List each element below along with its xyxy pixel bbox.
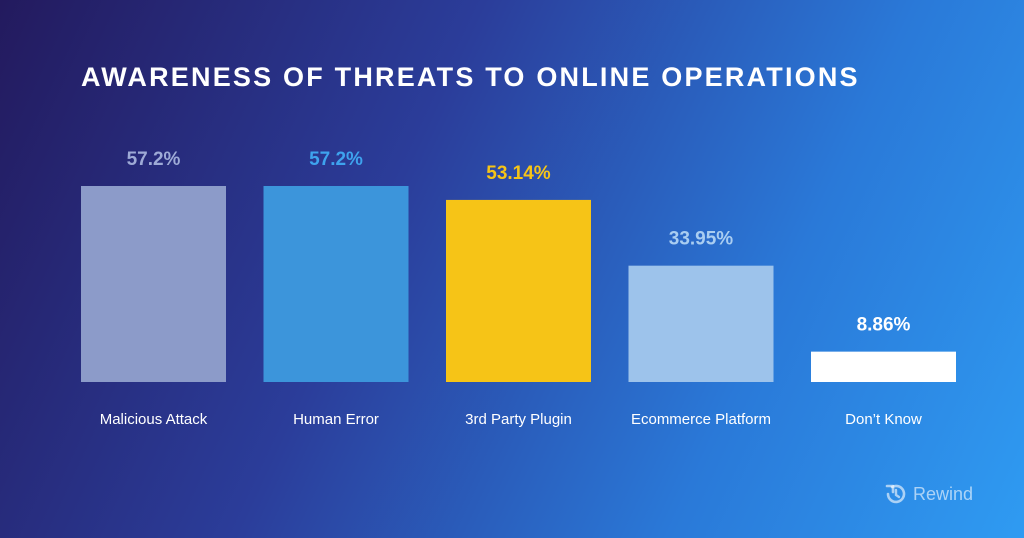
brand-logo: Rewind <box>884 482 973 506</box>
bar-4 <box>811 351 956 382</box>
brand-name: Rewind <box>913 483 974 504</box>
value-label-1: 57.2% <box>309 149 363 170</box>
category-label-2: 3rd Party Plugin <box>465 411 572 428</box>
category-label-3: Ecommerce Platform <box>631 411 771 428</box>
bar-1 <box>263 186 409 382</box>
value-label-3: 33.95% <box>669 229 734 250</box>
category-label-0: Malicious Attack <box>100 411 208 428</box>
chart-title: AWARENESS OF THREATS TO ONLINE OPERATION… <box>81 62 860 92</box>
bar-0 <box>81 186 226 382</box>
value-label-2: 53.14% <box>486 163 551 184</box>
bar-2 <box>446 199 591 382</box>
value-label-4: 8.86% <box>857 315 911 336</box>
category-label-4: Don’t Know <box>845 411 922 428</box>
category-label-1: Human Error <box>293 411 379 428</box>
bar-3 <box>628 265 774 382</box>
value-label-0: 57.2% <box>127 149 181 170</box>
rewind-logo-icon <box>885 484 906 504</box>
